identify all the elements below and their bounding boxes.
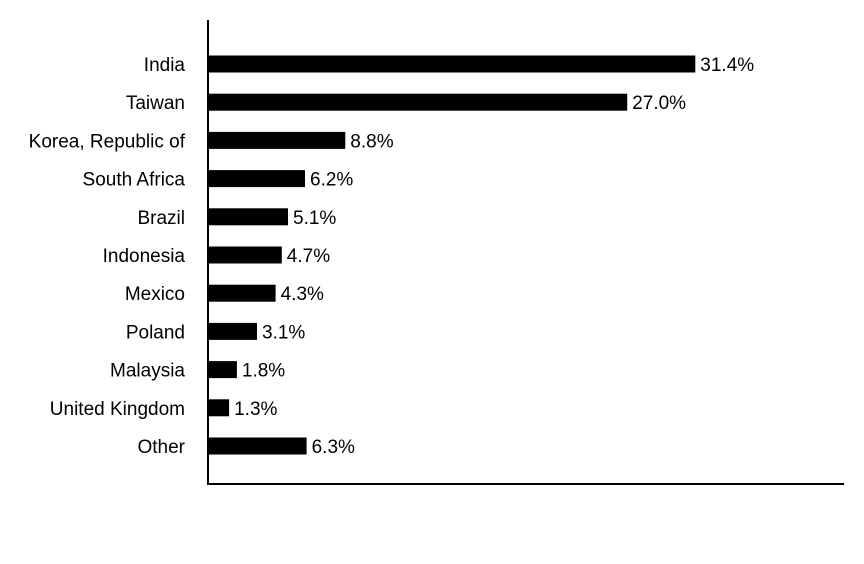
category-label: Mexico [125,284,185,305]
value-label: 31.4% [700,55,754,76]
value-label: 5.1% [293,208,336,229]
category-label: Brazil [137,208,185,229]
bar-other [209,437,307,455]
bar-united-kingdom [209,399,230,417]
bar-poland [209,322,257,340]
category-label: Malaysia [110,361,185,382]
value-label: 4.3% [281,284,324,305]
category-label: Poland [126,322,185,343]
category-label: Korea, Republic of [29,131,186,152]
category-label: South Africa [83,170,186,191]
category-labels-group: India Taiwan Korea, Republic of South Afric… [29,55,186,458]
category-label: India [144,55,186,76]
category-label: Taiwan [126,93,185,114]
value-label: 27.0% [632,93,686,114]
value-label: 4.7% [287,246,330,267]
value-labels-group: 31.4% 27.0% 8.8% 6.2% 5.1% 4.7% 4.3% 3.1% 1.8% 1.… [234,55,754,458]
bar-indonesia [209,246,282,264]
bar-south-africa [209,170,305,188]
value-label: 3.1% [262,322,305,343]
bar-taiwan [209,93,628,111]
value-label: 1.3% [234,399,277,420]
value-label: 1.8% [242,361,285,382]
bar-korea-republic-of [209,131,346,149]
category-label: United Kingdom [50,399,185,420]
bar-mexico [209,284,276,302]
value-label: 8.8% [350,131,393,152]
bars-group [209,55,696,455]
bar-malaysia [209,361,237,379]
value-label: 6.2% [310,170,353,191]
bar-brazil [209,208,288,226]
bar-india [209,55,696,73]
category-label: Indonesia [103,246,186,267]
category-label: Other [137,437,185,458]
value-label: 6.3% [312,437,355,458]
